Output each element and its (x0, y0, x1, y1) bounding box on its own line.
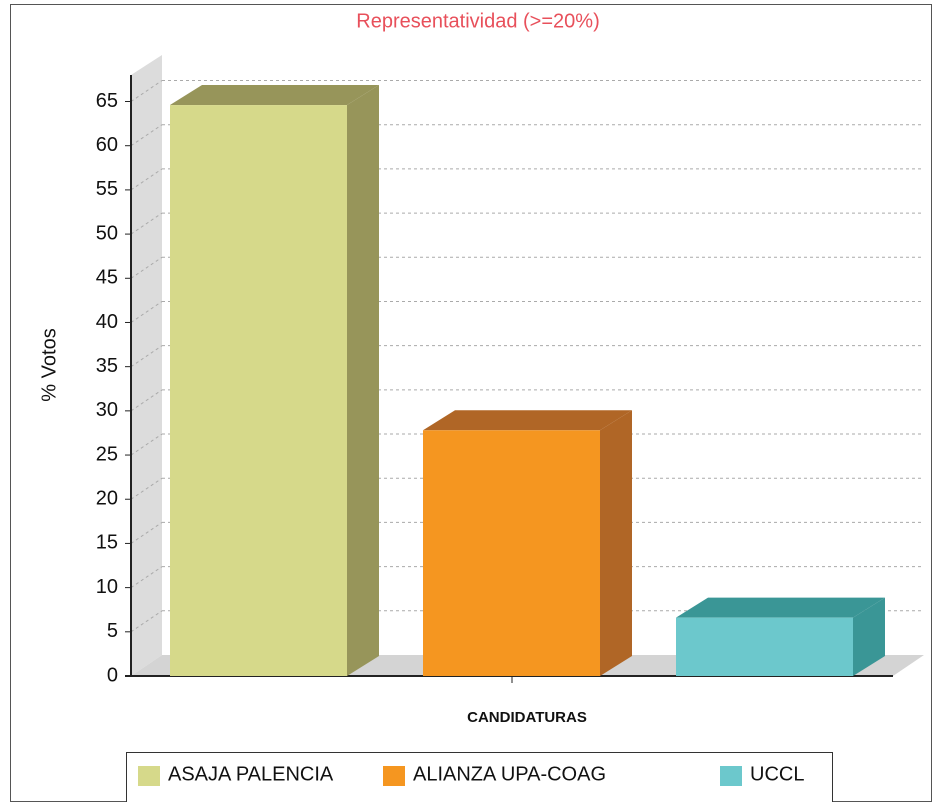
y-axis-label: % Votos (38, 328, 60, 401)
legend-label: ALIANZA UPA-COAG (413, 763, 606, 785)
grid-line (130, 610, 163, 633)
grid-line (130, 124, 163, 147)
bar (423, 430, 600, 676)
bar-side (853, 597, 885, 676)
y-tick-label: 55 (96, 178, 118, 200)
y-tick-label: 20 (96, 488, 118, 510)
y-tick-label: 65 (96, 90, 118, 112)
legend-swatch (383, 766, 405, 786)
y-tick-label: 50 (96, 222, 118, 244)
legend-swatch (138, 766, 160, 786)
y-tick-label: 25 (96, 443, 118, 465)
grid-line (130, 389, 163, 412)
y-tick-label: 45 (96, 267, 118, 289)
bar (170, 105, 347, 677)
grid-line (130, 301, 163, 323)
grid-line (130, 212, 163, 235)
grid-line (130, 477, 163, 500)
grid-line (130, 80, 163, 102)
y-tick-label: 60 (96, 134, 118, 156)
grid-line (130, 168, 163, 191)
chart-title: Representatividad (>=20%) (356, 10, 599, 32)
legend-swatch (720, 766, 742, 786)
y-tick-label: 10 (96, 576, 118, 598)
bar-top (676, 597, 885, 618)
grid-line (130, 256, 163, 279)
side-wall (131, 55, 162, 676)
x-axis-label: CANDIDATURAS (467, 709, 587, 726)
bar-side (600, 410, 632, 676)
bar-side (347, 85, 379, 677)
y-tick-label: 30 (96, 399, 118, 421)
y-tick-label: 5 (107, 620, 118, 642)
y-tick-label: 15 (96, 532, 118, 554)
grid-line (130, 566, 163, 589)
bar (676, 617, 853, 676)
grid-line (130, 433, 163, 456)
bar-top (170, 85, 379, 106)
grid-line (130, 345, 163, 368)
y-tick-label: 40 (96, 311, 118, 333)
grid-line (130, 522, 163, 544)
legend-label: UCCL (750, 763, 804, 785)
legend-box (126, 752, 833, 802)
y-tick-label: 0 (107, 664, 118, 686)
y-tick-label: 35 (96, 355, 118, 377)
bar-top (423, 410, 632, 431)
legend-label: ASAJA PALENCIA (168, 763, 334, 785)
